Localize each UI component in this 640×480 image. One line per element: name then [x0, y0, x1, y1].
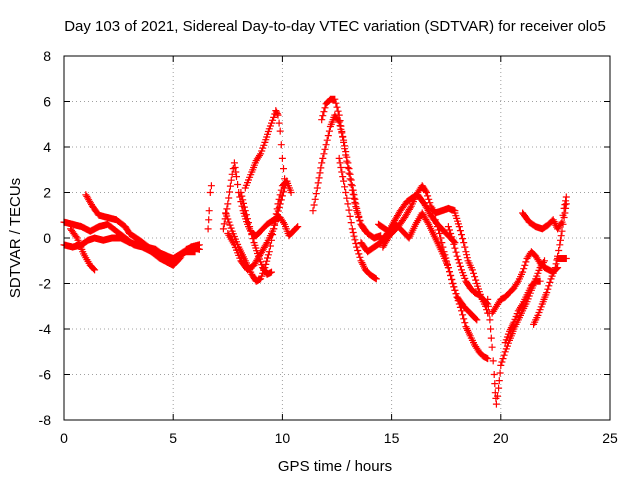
y-tick-label: 4 — [43, 139, 51, 155]
y-tick-label: -6 — [39, 367, 52, 383]
x-tick-label: 0 — [60, 430, 68, 446]
plus-markers — [519, 193, 570, 233]
x-tick-label: 15 — [384, 430, 400, 446]
series-track-25 — [554, 255, 570, 262]
series-track-6 — [219, 159, 302, 240]
plus-markers — [219, 159, 302, 240]
series-track-5 — [204, 182, 215, 233]
series-track-16 — [379, 209, 481, 324]
plus-markers — [82, 191, 199, 262]
x-tick-label: 5 — [169, 430, 177, 446]
axis-ticks: 0 5 10 15 20 25 -8 -6 -4 -2 0 2 4 6 8 — [39, 48, 618, 446]
plus-markers — [67, 225, 99, 274]
series-track-10 — [237, 189, 275, 278]
series-track-9 — [241, 107, 289, 192]
chart-title: Day 103 of 2021, Sidereal Day-to-day VTE… — [64, 18, 606, 35]
plus-markers — [554, 255, 570, 262]
series-track-3 — [67, 225, 99, 274]
series-track-12 — [318, 95, 385, 242]
plus-markers — [241, 107, 289, 192]
grid-lines — [64, 56, 610, 420]
y-tick-label: 8 — [43, 48, 51, 64]
y-tick-label: 6 — [43, 94, 51, 110]
x-axis-label: GPS time / hours — [278, 458, 392, 475]
y-tick-label: -8 — [39, 412, 52, 428]
series-track-11 — [309, 111, 369, 235]
plus-markers — [530, 200, 570, 328]
x-tick-label: 10 — [275, 430, 291, 446]
series-track-19 — [451, 209, 492, 317]
y-tick-label: -4 — [39, 321, 52, 337]
plus-markers — [501, 277, 544, 347]
series-track-22 — [501, 277, 544, 347]
series-track-24 — [530, 200, 570, 328]
plus-markers — [431, 216, 492, 363]
x-tick-label: 20 — [493, 430, 509, 446]
y-axis-label: SDTVAR / TECUs — [7, 178, 24, 298]
plus-markers — [309, 111, 369, 235]
plus-markers — [451, 209, 492, 317]
y-tick-label: -2 — [39, 276, 52, 292]
y-tick-label: 0 — [43, 230, 51, 246]
x-tick-label: 25 — [602, 430, 618, 446]
series-track-13 — [335, 154, 380, 283]
data-markers — [60, 95, 570, 408]
plus-markers — [335, 154, 380, 283]
series-track-4 — [82, 191, 199, 262]
series-track-23 — [519, 193, 570, 233]
plus-markers — [318, 95, 385, 242]
plus-markers — [379, 209, 481, 324]
y-tick-label: 2 — [43, 185, 51, 201]
plus-markers — [237, 189, 275, 278]
series-track-17 — [431, 216, 492, 363]
plus-markers — [204, 182, 215, 233]
